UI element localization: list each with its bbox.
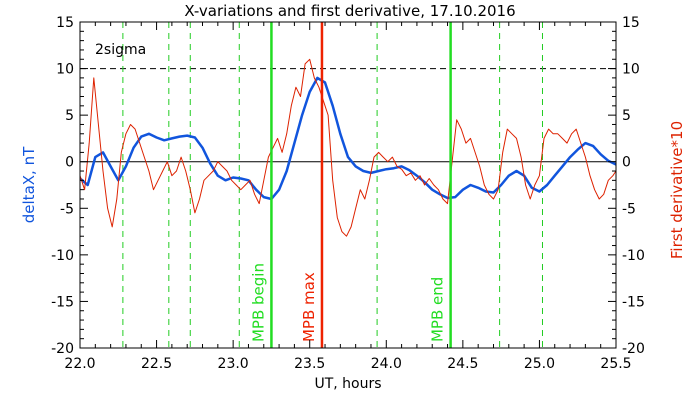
y-tick-label-right-1: -15 [622,294,645,310]
series-line-deltax [80,76,616,201]
y-tick-label-right-4: 0 [622,155,631,171]
x-tick-label-0: 22.0 [64,356,95,372]
x-tick-label-7: 25.5 [600,356,631,372]
threshold-label: 2sigma [95,42,146,58]
y-tick-label-left-4: 0 [65,155,74,171]
y-tick-label-left-2: -10 [51,248,74,264]
y-tick-label-left-1: -15 [51,294,74,310]
y-axis-right-label: First derivative*10 [668,121,686,259]
y-tick-label-right-7: 15 [622,15,640,31]
plot-frame [79,21,617,349]
x-tick-label-4: 24.0 [371,356,402,372]
x-tick-label-5: 24.5 [447,356,478,372]
marker-label-2: MPB end [429,277,447,342]
y-axis-left-label: deltaX, nT [20,146,38,223]
y-tick-label-left-6: 10 [56,62,74,78]
y-tick-label-right-2: -10 [622,248,645,264]
x-tick-label-2: 23.0 [218,356,249,372]
y-tick-label-left-7: 15 [56,15,74,31]
markers-layer: MPB begin MPB max MPB end [249,22,452,348]
series-layer [80,58,616,237]
x-tick-label-6: 25.0 [524,356,555,372]
y-tick-label-right-6: 10 [622,62,640,78]
y-tick-label-left-5: 5 [65,108,74,124]
y-tick-label-left-0: -20 [51,341,74,357]
axes-layer: 22.0 22.5 23.0 23.5 24.0 24.5 25.0 25.5-20 -20-1… [51,15,645,372]
marker-label-1: MPB max [300,272,318,342]
y-tick-label-right-3: -5 [622,201,636,217]
x-axis-label: UT, hours [314,376,381,392]
series-line-derivative [80,58,616,237]
y-tick-label-left-3: -5 [60,201,74,217]
x-tick-label-3: 23.5 [294,356,325,372]
reference-lines-layer [80,22,616,348]
x-tick-label-1: 22.5 [141,356,172,372]
y-tick-label-right-5: 5 [622,108,631,124]
chart-title: X-variations and first derivative, 17.10… [184,2,515,20]
marker-label-0: MPB begin [249,263,267,342]
y-tick-label-right-0: -20 [622,341,645,357]
